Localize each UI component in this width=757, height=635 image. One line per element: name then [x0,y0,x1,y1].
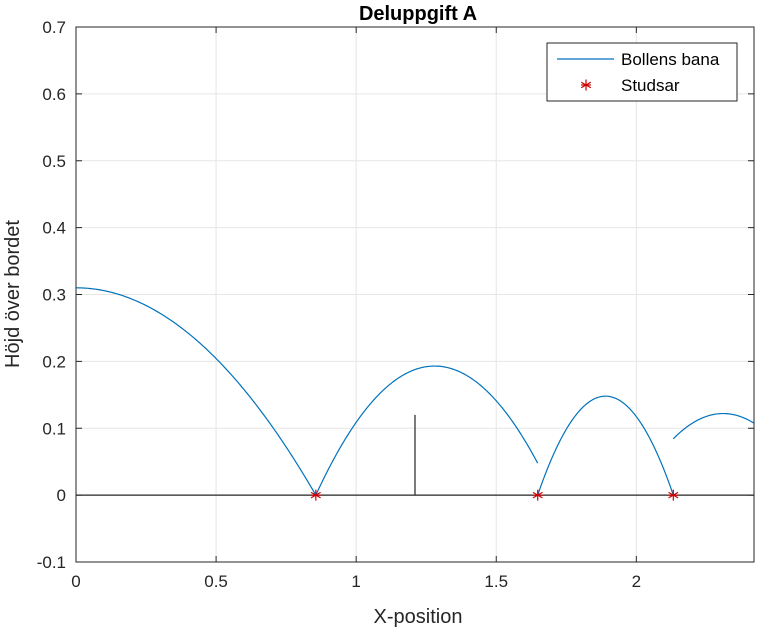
trajectory-arc [76,287,317,496]
bounce-marker [668,489,679,501]
x-axis-label: X-position [374,606,463,628]
x-tick-label: 1 [351,572,360,591]
x-tick-label: 1.5 [484,572,508,591]
legend-asterisk-icon [580,79,592,91]
reference-lines [76,414,754,496]
trajectory-arc [672,412,754,440]
legend-box [546,42,738,102]
y-axis-label: Höjd över bordet [2,220,24,368]
legend-marker-swatch [580,79,592,91]
x-tick-label: 0.5 [204,572,228,591]
trajectory-arc [537,395,674,496]
legend: Bollens bana Studsar [546,42,738,102]
y-tick-label: 0.2 [42,352,66,371]
tick-layer: 0 0.5 1 1.5 2 -0.1 0 0.1 0.2 0.3 0.4 0.5 0.6 0.7 [37,18,754,591]
legend-label-bounces: Studsar [621,76,680,95]
bounce-marker [310,489,321,501]
x-tick-label: 0 [71,572,80,591]
series-layer [76,287,754,501]
legend-label-trajectory: Bollens bana [621,50,720,69]
y-tick-label: -0.1 [37,553,66,572]
x-tick-label: 2 [632,572,641,591]
y-tick-label: 0.3 [42,286,66,305]
y-tick-label: 0 [57,486,66,505]
y-tick-label: 0.5 [42,152,66,171]
trajectory-arc [315,365,539,496]
y-tick-label: 0.7 [42,18,66,37]
bounce-marker [532,489,543,501]
y-tick-label: 0.6 [42,85,66,104]
chart-title: Deluppgift A [359,3,477,25]
y-tick-label: 0.1 [42,419,66,438]
y-tick-label: 0.4 [42,219,66,238]
